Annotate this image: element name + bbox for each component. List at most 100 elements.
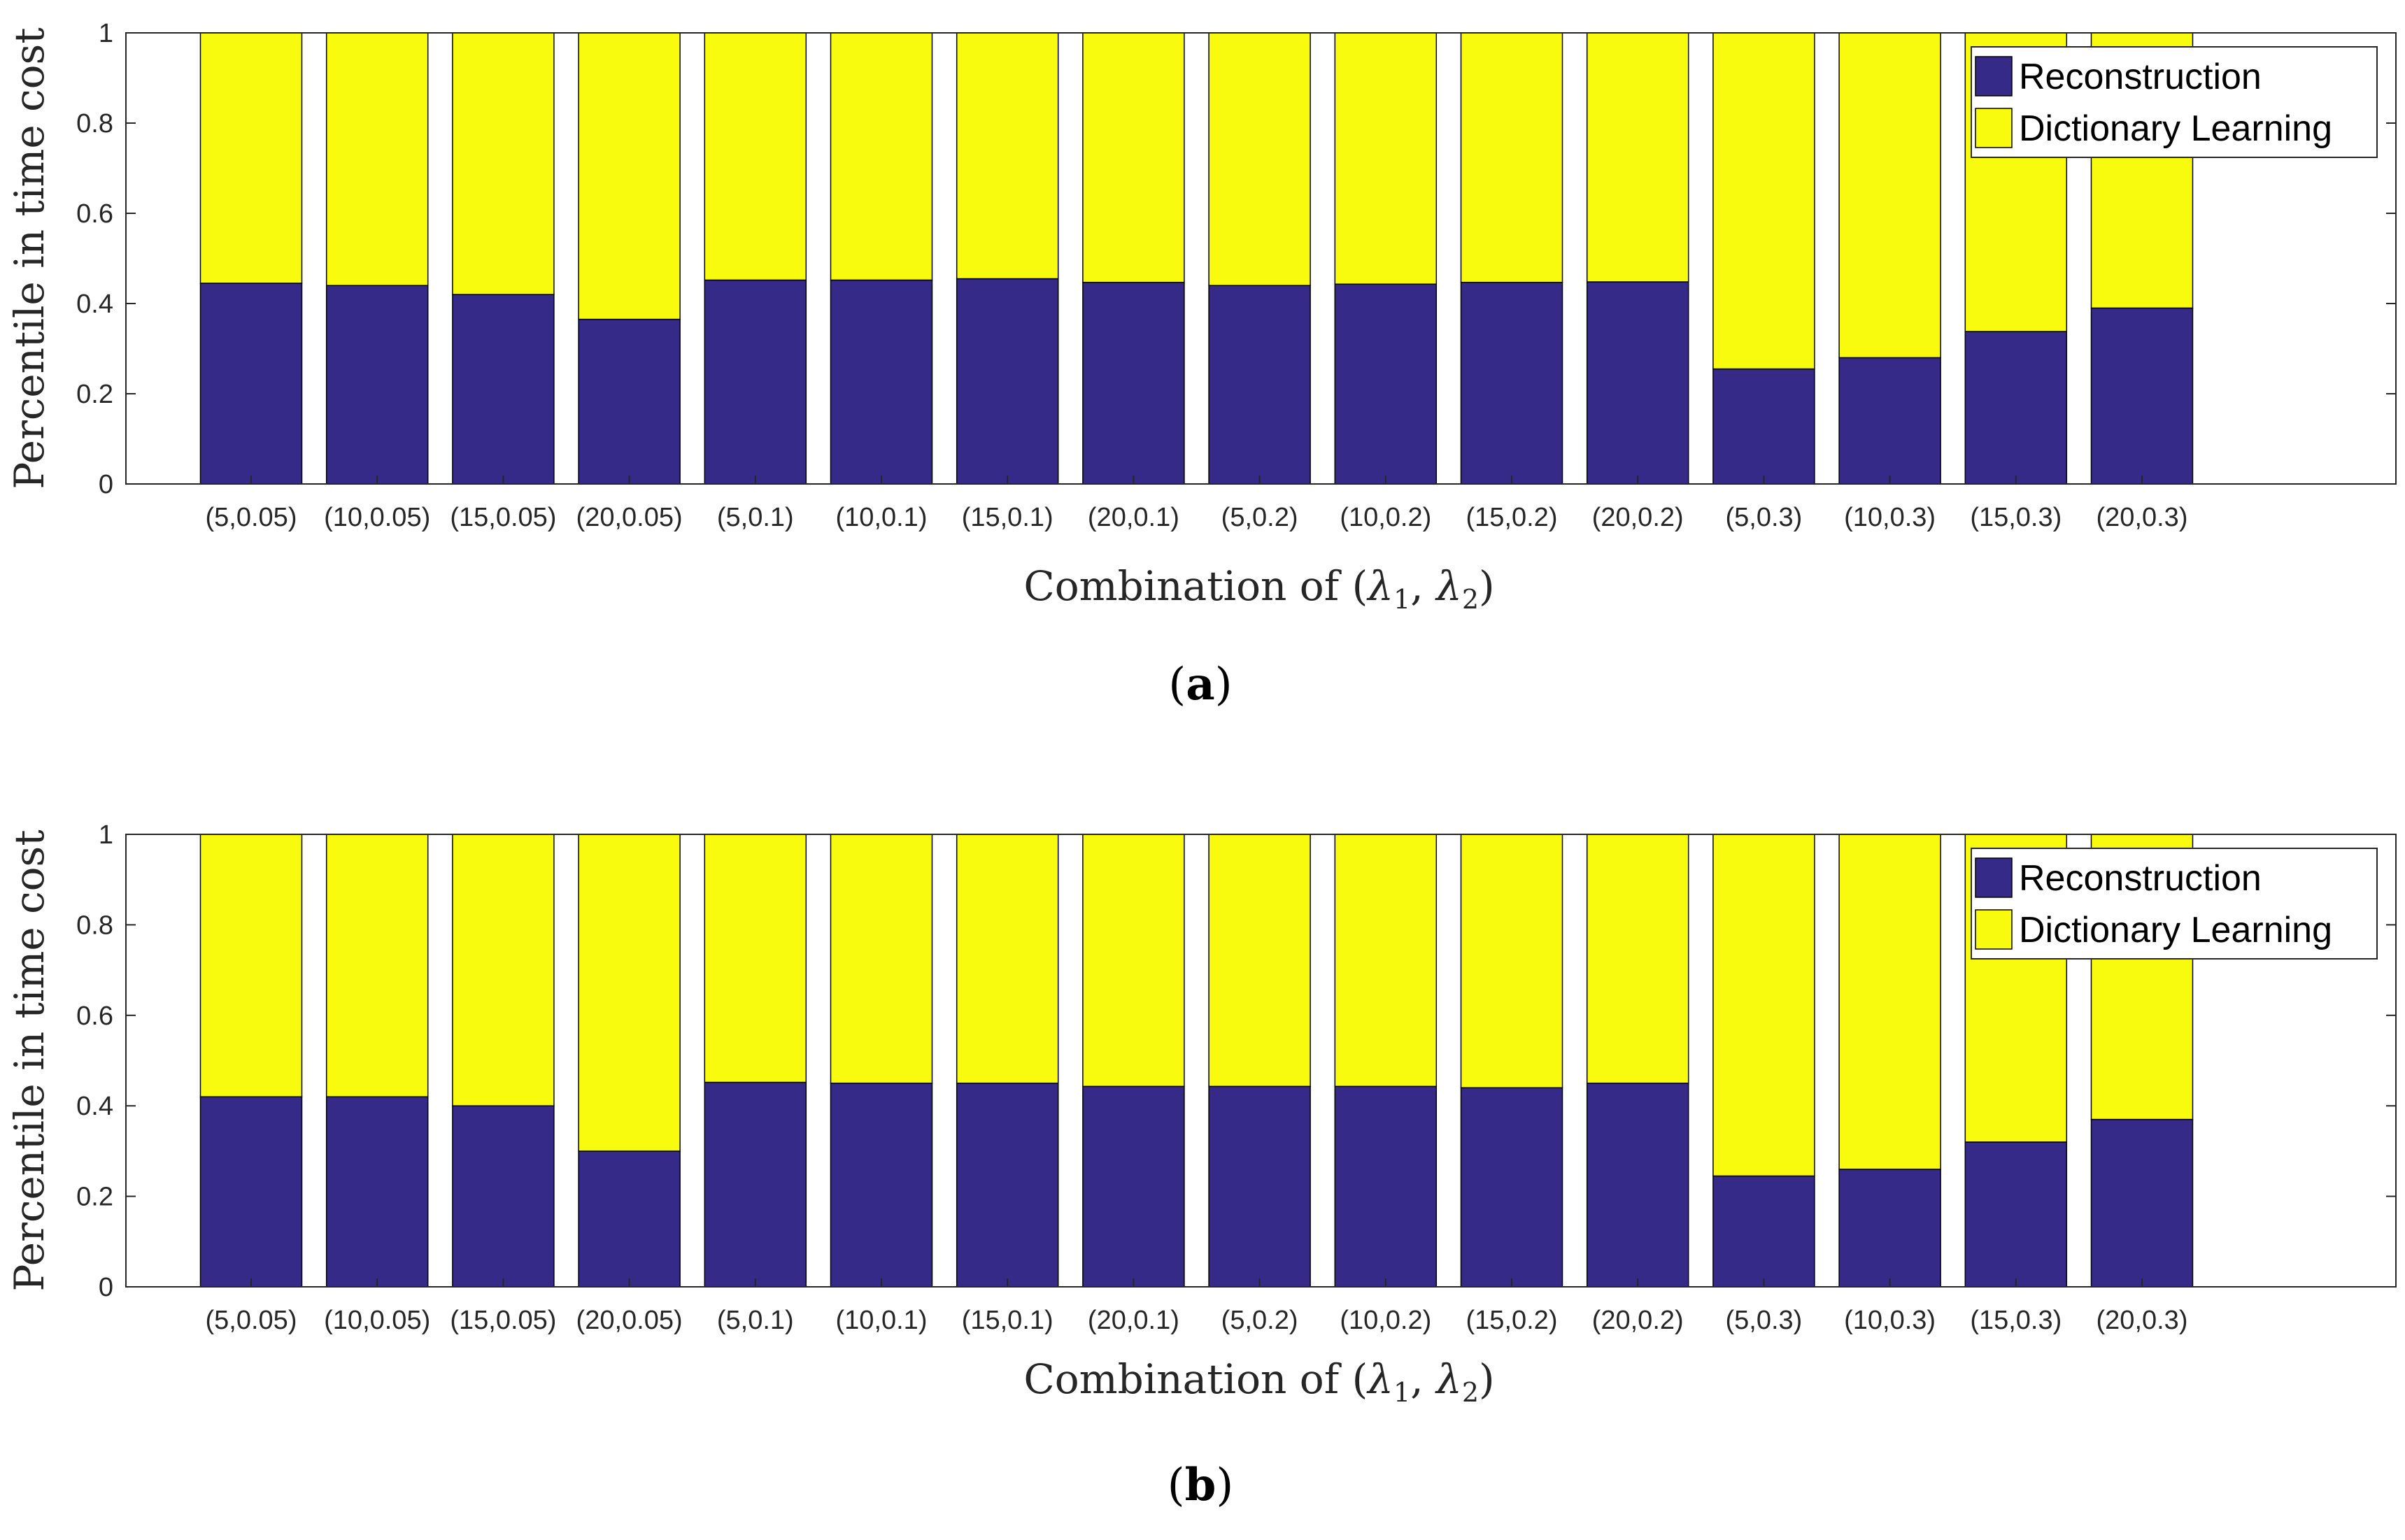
chart-panel-a: (5,0.05) (10,0.05) (15,0.05) (20,0.05) (5,0.…: [6, 19, 2397, 711]
bar-dictionary-learning-4: [704, 32, 807, 281]
legend-label-reconstruction: Reconstruction: [2019, 858, 2262, 899]
bar-dictionary-learning-9: [1334, 32, 1438, 285]
x-tick-label: (10,0.1): [836, 1306, 928, 1335]
x-tick-label: (15,0.1): [962, 503, 1053, 532]
bar-reconstruction-15: [2090, 307, 2194, 485]
y-tick-label: 0.8: [76, 911, 113, 940]
y-tick-label: 0.8: [76, 109, 113, 138]
legend-swatch-dictionary-learning: [1975, 909, 2013, 950]
x-tick-label: (5,0.1): [717, 503, 794, 532]
y-tick-label: 0.2: [76, 380, 113, 409]
x-axis-label-lambda-2: λ: [1435, 1355, 1462, 1403]
bar-reconstruction-15: [2090, 1118, 2194, 1288]
y-axis-label: Percentile in time cost: [6, 829, 53, 1291]
bar-dictionary-learning-12: [1712, 834, 1815, 1177]
bar-dictionary-learning-13: [1838, 834, 1941, 1170]
bar-reconstruction-5: [830, 279, 933, 485]
legend-swatch-reconstruction: [1975, 857, 2013, 898]
y-tick-label: 0.6: [76, 199, 113, 229]
bar-reconstruction-14: [1964, 1141, 2068, 1288]
bar-dictionary-learning-1: [325, 834, 429, 1098]
x-axis-label-sep: ,: [1410, 1355, 1436, 1403]
x-tick-label: (10,0.2): [1340, 503, 1431, 532]
y-tick-label: 1: [99, 19, 113, 48]
bar-reconstruction-12: [1712, 1175, 1815, 1288]
bar-dictionary-learning-0: [199, 32, 303, 284]
x-tick-label: (10,0.3): [1844, 503, 1936, 532]
x-tick-label: (5,0.2): [1221, 503, 1298, 532]
bar-reconstruction-1: [325, 1096, 429, 1288]
bar-dictionary-learning-11: [1586, 32, 1689, 283]
x-tick-label: (15,0.05): [450, 1306, 556, 1335]
x-tick-label: (15,0.3): [1970, 503, 2062, 532]
bar-dictionary-learning-6: [956, 32, 1059, 280]
bar-reconstruction-9: [1334, 1085, 1438, 1288]
bar-reconstruction-2: [452, 1105, 555, 1288]
bar-reconstruction-13: [1838, 357, 1941, 485]
bar-dictionary-learning-13: [1838, 32, 1941, 359]
bar-dictionary-learning-1: [325, 32, 429, 286]
panel-label: (b): [1168, 1459, 1234, 1511]
legend-box: [1971, 46, 2378, 158]
bar-reconstruction-14: [1964, 331, 2068, 485]
x-tick-label: (5,0.3): [1725, 1306, 1802, 1335]
y-tick-label: 0: [99, 1273, 113, 1302]
bar-dictionary-learning-5: [830, 834, 933, 1084]
x-tick-label: (20,0.05): [576, 503, 683, 532]
legend-box: [1971, 848, 2378, 960]
bar-dictionary-learning-3: [578, 834, 681, 1152]
x-tick-label: (15,0.2): [1466, 503, 1558, 532]
x-axis-label-sep: ,: [1410, 562, 1436, 610]
bar-reconstruction-6: [956, 1083, 1059, 1288]
bar-reconstruction-0: [199, 283, 303, 485]
x-axis-label-suffix: ): [1479, 1355, 1495, 1403]
legend-swatch-dictionary-learning: [1975, 108, 2013, 148]
panel-label-letter: a: [1186, 658, 1214, 711]
bar-reconstruction-0: [199, 1096, 303, 1288]
bar-reconstruction-2: [452, 294, 555, 485]
legend-swatch-reconstruction: [1975, 56, 2013, 97]
x-axis-label-sub-2: 2: [1462, 584, 1479, 615]
x-axis-label: Combination of (λ1, λ2): [1023, 562, 1494, 615]
x-tick-label: (5,0.2): [1221, 1306, 1298, 1335]
x-tick-label: (5,0.05): [206, 1306, 297, 1335]
y-tick-label: 0.2: [76, 1183, 113, 1212]
bar-reconstruction-10: [1460, 281, 1563, 485]
x-tick-label: (5,0.05): [206, 503, 297, 532]
bar-reconstruction-12: [1712, 368, 1815, 485]
bar-reconstruction-4: [704, 279, 807, 485]
legend-label-dictionary-learning: Dictionary Learning: [2019, 108, 2332, 149]
bar-reconstruction-11: [1586, 281, 1689, 485]
bar-dictionary-learning-10: [1460, 32, 1563, 283]
x-axis-label-sub-2: 2: [1462, 1377, 1479, 1408]
legend: Reconstruction Dictionary Learning: [1971, 848, 2378, 960]
x-tick-label: (20,0.1): [1088, 1306, 1179, 1335]
bar-reconstruction-3: [578, 1150, 681, 1288]
y-tick-label: 1: [99, 820, 113, 850]
legend-label-reconstruction: Reconstruction: [2019, 57, 2262, 97]
axes-frame: [125, 32, 2397, 485]
x-axis-label-prefix: Combination of (: [1023, 1355, 1368, 1403]
bar-reconstruction-7: [1082, 281, 1185, 485]
x-axis-label-lambda-2: λ: [1435, 562, 1462, 610]
bar-reconstruction-5: [830, 1083, 933, 1288]
x-tick-label: (20,0.1): [1088, 503, 1179, 532]
bar-dictionary-learning-4: [704, 834, 807, 1083]
x-tick-label: (10,0.2): [1340, 1306, 1431, 1335]
bar-dictionary-learning-12: [1712, 32, 1815, 370]
panel-label-open: (: [1168, 659, 1186, 711]
x-tick-label: (10,0.1): [836, 503, 928, 532]
x-tick-label: (15,0.1): [962, 1306, 1053, 1335]
bar-dictionary-learning-3: [578, 32, 681, 320]
bar-reconstruction-8: [1208, 1085, 1311, 1288]
x-tick-label: (20,0.3): [2097, 503, 2188, 532]
bar-dictionary-learning-6: [956, 834, 1059, 1084]
bar-reconstruction-7: [1082, 1085, 1185, 1288]
bar-reconstruction-3: [578, 318, 681, 485]
x-tick-label: (20,0.2): [1592, 1306, 1684, 1335]
x-tick-label: (20,0.05): [576, 1306, 683, 1335]
bar-reconstruction-13: [1838, 1169, 1941, 1288]
x-axis-label: Combination of (λ1, λ2): [1023, 1355, 1494, 1408]
x-tick-label: (5,0.1): [717, 1306, 794, 1335]
